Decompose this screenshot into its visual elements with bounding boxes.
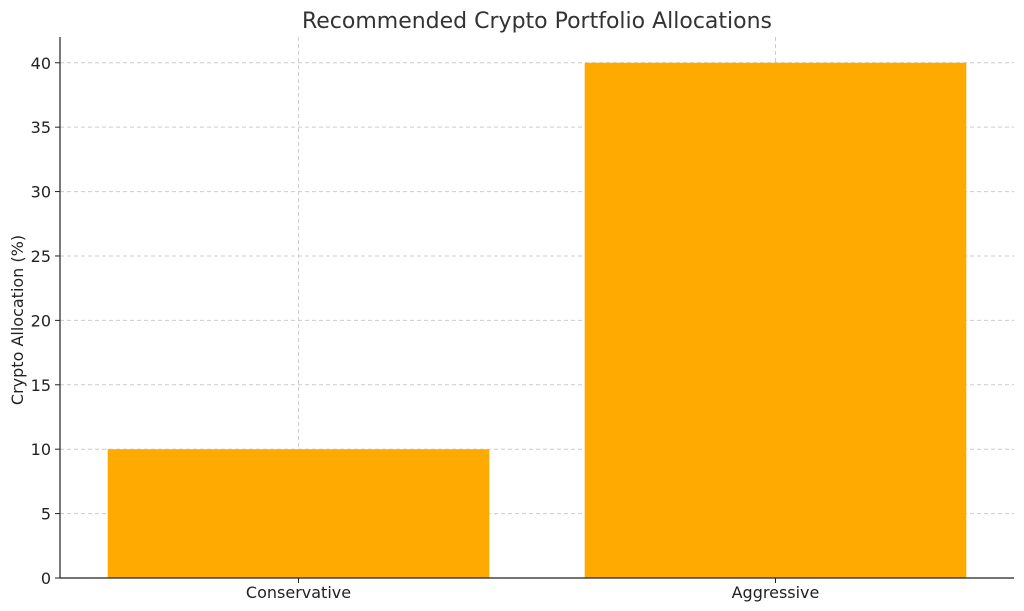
y-tick-label: 35 bbox=[31, 118, 51, 137]
y-tick-label: 30 bbox=[31, 183, 51, 202]
y-tick-label: 40 bbox=[31, 54, 51, 73]
y-tick-label: 15 bbox=[31, 376, 51, 395]
bar-layer bbox=[107, 62, 967, 579]
y-tick-label: 0 bbox=[41, 569, 51, 588]
y-tick-label: 20 bbox=[31, 311, 51, 330]
bar-conservative bbox=[107, 449, 490, 578]
y-tick-label: 10 bbox=[31, 440, 51, 459]
x-tick-label-aggressive: Aggressive bbox=[732, 583, 820, 602]
chart-title: Recommended Crypto Portfolio Allocations bbox=[302, 9, 772, 34]
y-tick-label: 25 bbox=[31, 247, 51, 266]
x-tick-label-conservative: Conservative bbox=[246, 583, 351, 602]
y-axis-label: Crypto Allocation (%) bbox=[8, 235, 27, 405]
bar-aggressive bbox=[584, 62, 967, 579]
y-tick-label: 5 bbox=[41, 505, 51, 524]
axis-layer: 0 5 10 15 20 25 30 35 40 Conservative Aggressive bbox=[31, 37, 1014, 602]
